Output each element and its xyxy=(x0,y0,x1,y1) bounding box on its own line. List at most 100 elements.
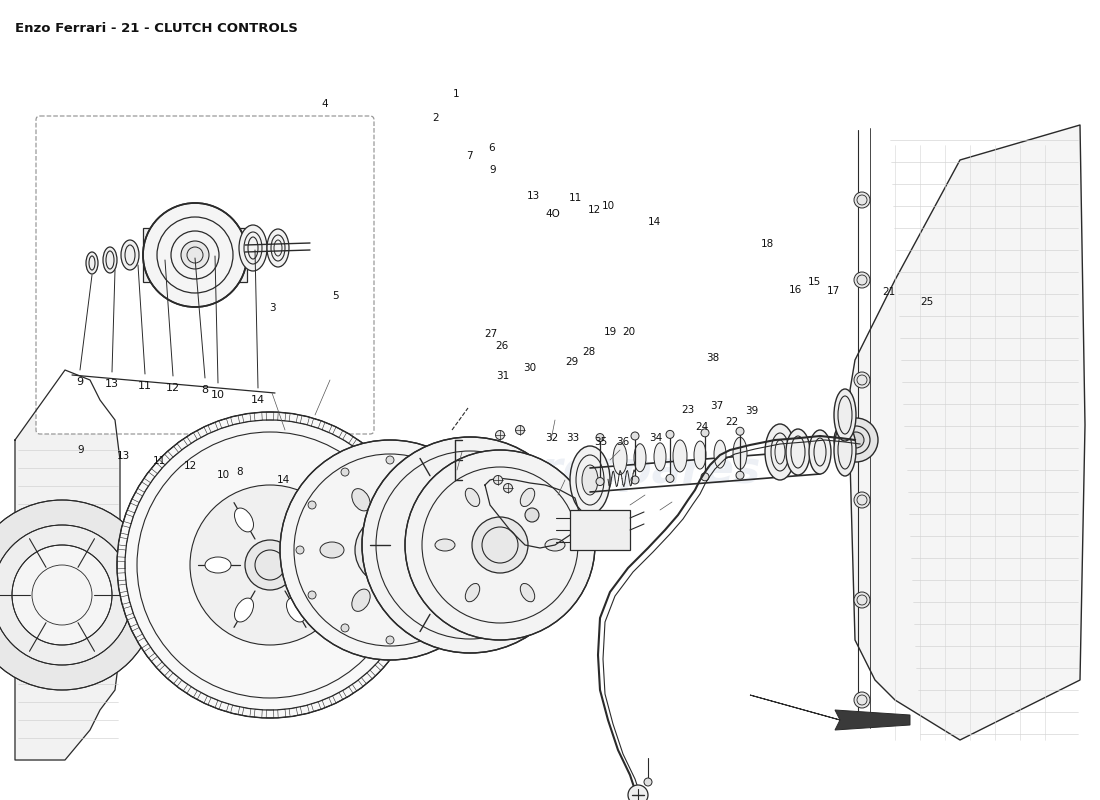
Polygon shape xyxy=(850,125,1085,740)
Circle shape xyxy=(0,500,157,690)
Polygon shape xyxy=(15,370,120,760)
Circle shape xyxy=(596,434,604,442)
Circle shape xyxy=(12,545,112,645)
Text: 13: 13 xyxy=(527,191,540,201)
Circle shape xyxy=(644,778,652,786)
Circle shape xyxy=(386,636,394,644)
Ellipse shape xyxy=(309,557,336,573)
Text: 24: 24 xyxy=(695,422,708,432)
FancyBboxPatch shape xyxy=(143,228,248,282)
Ellipse shape xyxy=(320,542,344,558)
Ellipse shape xyxy=(544,539,565,551)
Text: 12: 12 xyxy=(587,205,601,214)
Text: 16: 16 xyxy=(789,285,802,294)
Text: 9: 9 xyxy=(490,166,496,175)
Text: 38: 38 xyxy=(706,354,719,363)
Circle shape xyxy=(117,412,424,718)
Ellipse shape xyxy=(654,443,666,471)
Text: 12: 12 xyxy=(184,461,197,470)
Circle shape xyxy=(631,432,639,440)
Circle shape xyxy=(854,492,870,508)
Text: 7: 7 xyxy=(466,151,473,161)
Ellipse shape xyxy=(764,424,795,480)
Circle shape xyxy=(854,692,870,708)
Circle shape xyxy=(405,450,595,640)
Text: 15: 15 xyxy=(807,277,821,286)
Circle shape xyxy=(245,540,295,590)
Text: eurospares: eurospares xyxy=(104,294,316,326)
Circle shape xyxy=(854,372,870,388)
Circle shape xyxy=(472,517,528,573)
Text: 30: 30 xyxy=(524,363,537,373)
Text: 4O: 4O xyxy=(546,210,561,219)
Text: 8: 8 xyxy=(201,385,209,395)
Circle shape xyxy=(834,418,878,462)
Ellipse shape xyxy=(733,438,747,470)
Ellipse shape xyxy=(834,424,856,476)
Circle shape xyxy=(495,430,505,439)
Text: eurospares: eurospares xyxy=(480,449,761,491)
Text: 22: 22 xyxy=(725,417,738,426)
Text: 10: 10 xyxy=(217,470,230,480)
Text: 13: 13 xyxy=(104,379,119,389)
Ellipse shape xyxy=(808,430,830,474)
Text: 11: 11 xyxy=(153,456,166,466)
Text: 14: 14 xyxy=(277,475,290,485)
Ellipse shape xyxy=(410,589,428,611)
Circle shape xyxy=(308,501,316,509)
Text: 19: 19 xyxy=(604,327,617,337)
Text: 10: 10 xyxy=(602,202,615,211)
Circle shape xyxy=(308,591,316,599)
Circle shape xyxy=(190,485,350,645)
Ellipse shape xyxy=(234,598,253,622)
Ellipse shape xyxy=(434,539,455,551)
Circle shape xyxy=(854,272,870,288)
Ellipse shape xyxy=(86,252,98,274)
Circle shape xyxy=(464,591,472,599)
Text: 2: 2 xyxy=(432,114,439,123)
Circle shape xyxy=(431,468,439,476)
Ellipse shape xyxy=(673,440,688,472)
Text: 23: 23 xyxy=(681,405,694,414)
Polygon shape xyxy=(485,478,580,548)
Circle shape xyxy=(854,592,870,608)
Circle shape xyxy=(431,624,439,632)
Circle shape xyxy=(476,546,484,554)
Ellipse shape xyxy=(234,508,253,532)
Text: 6: 6 xyxy=(488,143,495,153)
Text: 1: 1 xyxy=(453,90,460,99)
Ellipse shape xyxy=(570,446,611,514)
Polygon shape xyxy=(750,695,910,730)
Ellipse shape xyxy=(286,508,306,532)
Circle shape xyxy=(666,430,674,438)
Ellipse shape xyxy=(520,583,535,602)
Ellipse shape xyxy=(634,444,646,472)
Ellipse shape xyxy=(465,488,480,506)
Circle shape xyxy=(296,546,304,554)
Circle shape xyxy=(143,203,248,307)
Text: 14: 14 xyxy=(648,218,661,227)
Text: 26: 26 xyxy=(495,341,508,350)
Circle shape xyxy=(854,192,870,208)
Text: 34: 34 xyxy=(649,434,662,443)
Text: 18: 18 xyxy=(761,239,774,249)
Circle shape xyxy=(666,474,674,482)
Ellipse shape xyxy=(582,465,598,495)
Circle shape xyxy=(516,426,525,434)
Text: 36: 36 xyxy=(616,437,629,446)
Circle shape xyxy=(701,473,710,481)
Text: 13: 13 xyxy=(117,451,130,461)
Circle shape xyxy=(494,475,503,485)
Text: 35: 35 xyxy=(594,437,607,446)
Circle shape xyxy=(631,476,639,484)
Circle shape xyxy=(464,501,472,509)
Circle shape xyxy=(362,437,578,653)
Text: Enzo Ferrari - 21 - CLUTCH CONTROLS: Enzo Ferrari - 21 - CLUTCH CONTROLS xyxy=(15,22,298,35)
Circle shape xyxy=(182,241,209,269)
FancyBboxPatch shape xyxy=(36,116,374,434)
Ellipse shape xyxy=(613,442,627,474)
Ellipse shape xyxy=(103,247,117,273)
Text: 25: 25 xyxy=(921,298,934,307)
Circle shape xyxy=(0,525,132,665)
Circle shape xyxy=(504,483,513,493)
